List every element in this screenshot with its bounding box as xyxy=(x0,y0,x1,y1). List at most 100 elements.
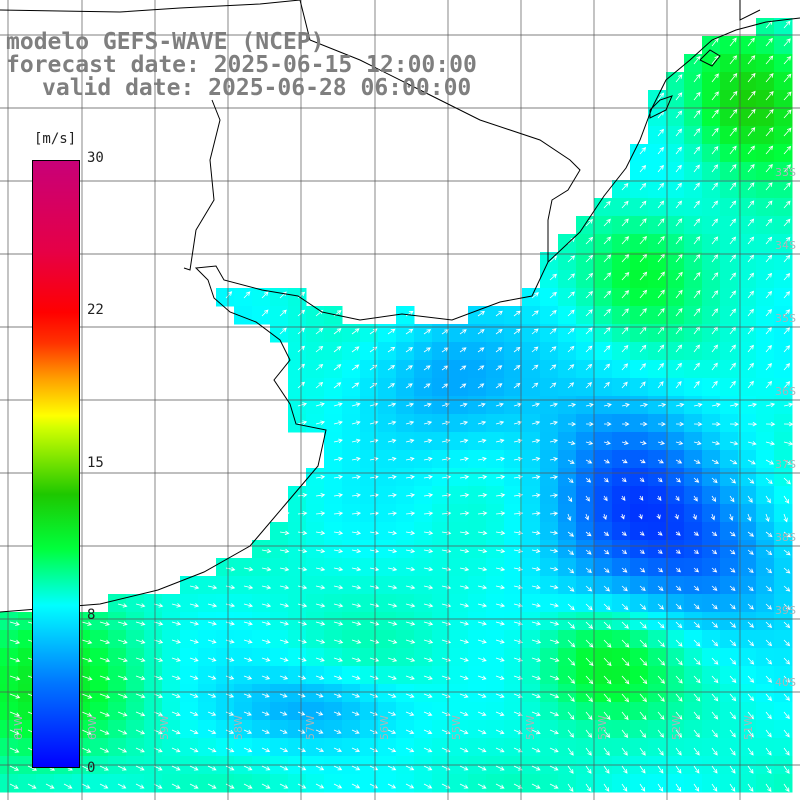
wind-cell xyxy=(324,306,343,325)
wind-arrow xyxy=(729,549,736,555)
wind-arrow xyxy=(171,639,182,644)
wind-arrow xyxy=(207,675,217,680)
wind-arrow xyxy=(603,254,612,263)
wind-arrow xyxy=(351,729,360,734)
wind-arrow xyxy=(603,236,612,245)
wind-arrow xyxy=(297,729,306,734)
wind-cell xyxy=(648,252,667,271)
wind-arrow xyxy=(513,364,521,371)
wind-cell xyxy=(234,684,253,703)
wind-arrow xyxy=(765,657,773,665)
wind-cell xyxy=(126,648,145,667)
wind-arrow xyxy=(297,548,308,554)
wind-arrow xyxy=(387,383,395,389)
wind-cell xyxy=(486,378,505,397)
wind-cell xyxy=(306,306,325,325)
wind-cell xyxy=(396,468,415,487)
wind-arrow xyxy=(729,531,736,537)
wind-arrow xyxy=(117,729,128,735)
wind-cell xyxy=(666,540,685,559)
lon-label: 57W xyxy=(304,715,317,740)
wind-cell xyxy=(558,558,577,577)
wind-cell xyxy=(306,738,325,757)
wind-arrow xyxy=(459,493,470,498)
wind-cell xyxy=(648,486,667,505)
wind-arrow xyxy=(639,549,645,555)
wind-arrow xyxy=(333,511,344,516)
wind-cell xyxy=(306,360,325,379)
wind-cell xyxy=(486,648,505,667)
wind-cell xyxy=(396,504,415,523)
wind-cell xyxy=(666,576,685,595)
wind-cell xyxy=(558,288,577,307)
wind-arrow xyxy=(315,657,325,662)
wind-arrow xyxy=(747,711,754,720)
wind-arrow xyxy=(387,346,396,353)
wind-cell xyxy=(306,342,325,361)
wind-cell xyxy=(540,486,559,505)
wind-arrow xyxy=(207,693,217,698)
wind-cell xyxy=(324,396,343,415)
wind-cell xyxy=(648,684,667,703)
wind-arrow xyxy=(405,693,415,698)
wind-cell xyxy=(738,594,757,613)
wind-cell xyxy=(270,576,289,595)
wind-arrow xyxy=(567,382,575,389)
wind-cell xyxy=(468,720,487,739)
wind-cell xyxy=(738,558,757,577)
wind-cell xyxy=(720,504,739,523)
wind-cell xyxy=(414,378,433,397)
valid-date: valid date: 2025-06-28 06:00:00 xyxy=(42,75,472,101)
wind-arrow xyxy=(729,380,736,389)
wind-arrow xyxy=(693,639,701,647)
wind-arrow xyxy=(333,402,343,407)
wind-arrow xyxy=(639,621,647,629)
wind-cell xyxy=(342,774,361,793)
wind-arrow xyxy=(315,548,326,554)
wind-arrow xyxy=(765,218,773,227)
wind-cell xyxy=(738,162,757,181)
wind-arrow xyxy=(495,365,503,371)
wind-arrow xyxy=(639,402,649,408)
wind-cell xyxy=(342,378,361,397)
wind-cell xyxy=(504,720,523,739)
wind-arrow xyxy=(261,765,271,771)
wind-cell xyxy=(558,342,577,361)
wind-cell xyxy=(756,594,775,613)
wind-cell xyxy=(648,324,667,343)
wind-cell xyxy=(558,378,577,397)
wind-arrow xyxy=(387,621,398,626)
wind-arrow xyxy=(369,364,378,371)
wind-cell xyxy=(324,468,343,487)
wind-arrow xyxy=(675,307,683,317)
wind-cell xyxy=(486,414,505,433)
wind-arrow xyxy=(369,511,380,516)
wind-arrow xyxy=(747,495,753,503)
wind-cell xyxy=(360,324,379,343)
wind-arrow xyxy=(621,531,627,536)
wind-cell xyxy=(306,612,325,631)
lon-label: 58W xyxy=(232,715,245,740)
wind-cell xyxy=(252,774,271,793)
wind-cell xyxy=(756,72,775,91)
wind-arrow xyxy=(351,493,361,498)
wind-arrow xyxy=(657,459,664,464)
wind-cell xyxy=(378,342,397,361)
wind-cell xyxy=(522,648,541,667)
wind-cell xyxy=(432,414,451,433)
wind-arrow xyxy=(603,549,610,555)
wind-arrow xyxy=(765,272,773,281)
wind-arrow xyxy=(513,729,523,735)
wind-cell xyxy=(198,630,217,649)
wind-arrow xyxy=(423,456,433,462)
wind-cell xyxy=(504,738,523,757)
wind-arrow xyxy=(783,531,791,538)
wind-arrow xyxy=(279,693,288,698)
wind-arrow xyxy=(693,657,701,665)
wind-cell xyxy=(756,522,775,541)
wind-cell xyxy=(162,648,181,667)
wind-arrow xyxy=(81,783,91,789)
wind-cell xyxy=(198,738,217,757)
wind-cell xyxy=(648,414,667,433)
wind-arrow xyxy=(531,711,541,717)
